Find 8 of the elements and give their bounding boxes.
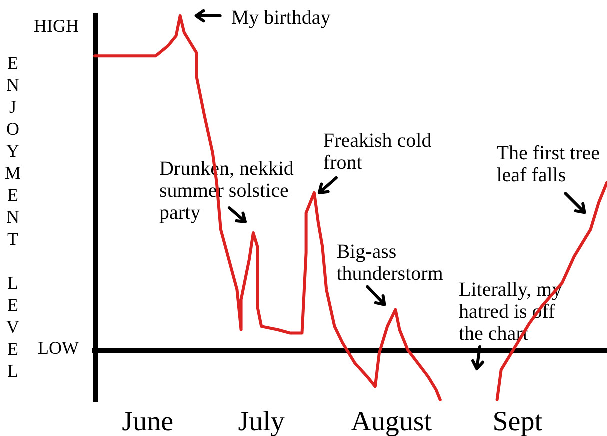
annotation: My birthday bbox=[231, 7, 331, 29]
annotation: Freakish cold front bbox=[323, 130, 432, 174]
text: ENJOYMENT LEVEL bbox=[4, 53, 22, 381]
text: HIGH bbox=[34, 16, 79, 36]
x-tick-label: June bbox=[122, 406, 174, 436]
annotation: Big-ass thunderstorm bbox=[336, 240, 444, 285]
annotation: The first tree leaf falls bbox=[496, 142, 600, 187]
text: LOW bbox=[38, 338, 80, 358]
